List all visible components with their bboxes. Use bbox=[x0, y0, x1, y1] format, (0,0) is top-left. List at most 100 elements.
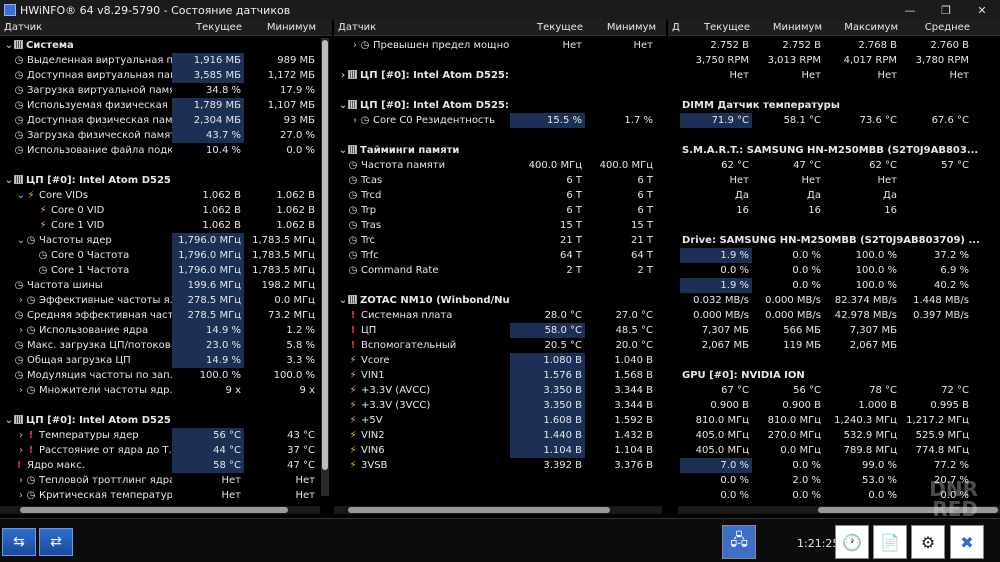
header-sensor[interactable]: Д bbox=[672, 22, 680, 33]
sensor-row[interactable]: ⚡ VIN2 1.440 В 1.432 В bbox=[334, 428, 666, 443]
sensor-row[interactable]: › ◷ Множители частоты ядр... 9 x 9 x bbox=[0, 383, 332, 398]
chevron-down-icon[interactable]: ⌄ bbox=[4, 175, 14, 186]
header-average[interactable]: Среднее bbox=[924, 22, 970, 33]
header-sensor[interactable]: Датчик bbox=[4, 22, 43, 33]
sensor-group-row[interactable]: ⌄ Тайминги памяти bbox=[334, 143, 666, 158]
chevron-right-icon[interactable]: › bbox=[353, 40, 357, 51]
sensor-row[interactable]: ›! Температуры ядер 56 °C 43 °C bbox=[0, 428, 332, 443]
sensor-row[interactable]: ◷Доступная физическая памя...2,304 МБ 93 … bbox=[0, 113, 332, 128]
sensor-row[interactable]: ◷ Command Rate 2 T 2 T bbox=[334, 263, 666, 278]
sensor-row[interactable]: 7,307 МБ 566 МБ 7,307 МБ bbox=[668, 323, 1000, 338]
sensor-row[interactable]: ⚡ +3.3V (AVCC) 3.350 В 3.344 В bbox=[334, 383, 666, 398]
sensor-row[interactable]: 1.9 % 0.0 % 100.0 % 37.2 % bbox=[668, 248, 1000, 263]
sensor-row[interactable]: ⌄ ⚡ Core VIDs 1.062 В 1.062 В bbox=[0, 188, 332, 203]
sensor-row[interactable]: ◷ Tcas 6 T 6 T bbox=[334, 173, 666, 188]
sensor-row[interactable]: 7.0 % 0.0 % 99.0 % 77.2 % bbox=[668, 458, 1000, 473]
sensor-row[interactable]: 0.0 % 2.0 % 53.0 % 20.7 % bbox=[668, 473, 1000, 488]
sensor-row[interactable]: 810.0 МГц 810.0 МГц 1,240.3 МГц 1,217.2 МГц bbox=[668, 413, 1000, 428]
header-minimum[interactable]: Минимум bbox=[266, 22, 316, 33]
sensor-group-row[interactable]: ⌄ ЦП [#0]: Intel Atom D525 bbox=[0, 173, 332, 188]
sensor-row[interactable]: Нет Нет Нет bbox=[668, 173, 1000, 188]
horizontal-scrollbar[interactable] bbox=[0, 506, 320, 514]
sensor-row[interactable]: ◷ Использование файла подк... 10.4 % 0.0 % bbox=[0, 143, 332, 158]
chevron-right-icon[interactable]: › bbox=[19, 490, 23, 501]
header-current[interactable]: Текущее bbox=[704, 22, 750, 33]
sensor-row[interactable]: 2,067 МБ 119 МБ 2,067 МБ bbox=[668, 338, 1000, 353]
sensor-group-row[interactable]: ⌄ Система bbox=[0, 38, 332, 53]
scrollbar-thumb[interactable] bbox=[348, 507, 610, 513]
sensor-group-row[interactable]: ⌄ ЦП [#0]: Intel Atom D525: C-State Резид… bbox=[334, 98, 666, 113]
sensor-row[interactable]: ! Вспомогательный 20.5 °C 20.0 °C bbox=[334, 338, 666, 353]
chevron-down-icon[interactable]: ⌄ bbox=[4, 415, 14, 426]
sensor-row[interactable]: 0.032 MB/s 0.000 MB/s 82.374 MB/s 1.448 MB/… bbox=[668, 293, 1000, 308]
sensor-row[interactable]: 3,750 RPM 3,013 RPM 4,017 RPM 3,780 RPM bbox=[668, 53, 1000, 68]
header-minimum[interactable]: Минимум bbox=[606, 22, 656, 33]
chevron-right-icon[interactable]: › bbox=[19, 475, 23, 486]
sensor-row[interactable]: ◷ Средняя эффективная част... 278.5 МГц 73.… bbox=[0, 308, 332, 323]
chevron-down-icon[interactable]: ⌄ bbox=[338, 145, 348, 156]
horizontal-scrollbar[interactable] bbox=[334, 506, 662, 514]
sensor-row[interactable]: ◷ Tras 15 T 15 T bbox=[334, 218, 666, 233]
sensor-row[interactable]: ⚡ 3VSB 3.392 В 3.376 В bbox=[334, 458, 666, 473]
chevron-down-icon[interactable]: ⌄ bbox=[338, 100, 348, 111]
sensor-row[interactable]: ◷ Загрузка виртуальной памя... 34.8 % 17.9 … bbox=[0, 83, 332, 98]
sensor-row[interactable]: ◷ Core 0 Частота 1,796.0 МГц 1,783.5 МГц bbox=[0, 248, 332, 263]
chevron-right-icon[interactable]: › bbox=[19, 325, 23, 336]
close-sensors-button[interactable]: ✖ bbox=[950, 525, 984, 559]
chevron-right-icon[interactable]: › bbox=[19, 445, 23, 456]
sensor-row[interactable]: ⚡ VIN6 1.104 В 1.104 В bbox=[334, 443, 666, 458]
header-minimum[interactable]: Минимум bbox=[772, 22, 822, 33]
sensor-row[interactable]: 405.0 МГц 270.0 МГц 532.9 МГц 525.9 МГц bbox=[668, 428, 1000, 443]
chevron-down-icon[interactable]: ⌄ bbox=[16, 190, 26, 201]
sensor-row[interactable]: › ◷ Тепловой троттлинг ядра Нет Нет bbox=[0, 473, 332, 488]
scrollbar-thumb[interactable] bbox=[322, 40, 328, 470]
sensor-row[interactable]: ⚡ Core 1 VID 1.062 В 1.062 В bbox=[0, 218, 332, 233]
maximize-button[interactable]: ❐ bbox=[941, 3, 951, 17]
chevron-down-icon[interactable]: ⌄ bbox=[4, 40, 14, 51]
sensor-row[interactable]: ◷ Используемая физическая ... 1,789 МБ 1,10… bbox=[0, 98, 332, 113]
expand-arrows-button[interactable]: ⇆ bbox=[2, 528, 36, 556]
sensor-row[interactable]: 62 °C 47 °C 62 °C 57 °C bbox=[668, 158, 1000, 173]
close-button[interactable]: ✕ bbox=[977, 3, 987, 17]
logging-button[interactable]: 📄 bbox=[873, 525, 907, 559]
sensor-group-row[interactable]: ⌄ ZOTAC NM10 (Winbond/Nuvoton W83667HG) bbox=[334, 293, 666, 308]
sensor-row[interactable]: Да Да Да bbox=[668, 188, 1000, 203]
chevron-right-icon[interactable]: › bbox=[340, 70, 346, 81]
sensor-row[interactable]: 0.000 MB/s 0.000 MB/s 42.978 MB/s 0.397 MB/… bbox=[668, 308, 1000, 323]
sensor-row[interactable]: 405.0 МГц 0.0 МГц 789.8 МГц 774.8 МГц bbox=[668, 443, 1000, 458]
sensor-row[interactable]: ›! Расстояние от ядра до Т... 44 °C 37 °C bbox=[0, 443, 332, 458]
sensor-row[interactable]: 1.9 % 0.0 % 100.0 % 40.2 % bbox=[668, 278, 1000, 293]
sensor-row[interactable]: › ◷ Критическая температур... Нет Нет bbox=[0, 488, 332, 503]
sensor-row[interactable]: ! Системная плата 28.0 °C 27.0 °C bbox=[334, 308, 666, 323]
chevron-down-icon[interactable]: ⌄ bbox=[338, 295, 348, 306]
sensor-row[interactable]: ◷ Общая загрузка ЦП 14.9 % 3.3 % bbox=[0, 353, 332, 368]
sensor-row[interactable]: ⚡ +3.3V (3VCC) 3.350 В 3.344 В bbox=[334, 398, 666, 413]
scrollbar-thumb[interactable] bbox=[20, 507, 288, 513]
sensor-row[interactable]: › ◷ Превышен предел мощно... Нет Нет bbox=[334, 38, 666, 53]
sensor-row[interactable]: ◷ Trp 6 T 6 T bbox=[334, 203, 666, 218]
sensor-row[interactable]: 67 °C 56 °C 78 °C 72 °C bbox=[668, 383, 1000, 398]
header-sensor[interactable]: Датчик bbox=[338, 22, 377, 33]
sensor-row[interactable]: ◷ Частота памяти 400.0 МГц 400.0 МГц bbox=[334, 158, 666, 173]
header-maximum[interactable]: Максимум bbox=[844, 22, 898, 33]
header-current[interactable]: Текущее bbox=[196, 22, 242, 33]
sensor-row[interactable]: › ◷ Эффективные частоты я... 278.5 МГц 0.0 М… bbox=[0, 293, 332, 308]
sensor-row[interactable]: 0.0 % 0.0 % 100.0 % 6.9 % bbox=[668, 263, 1000, 278]
sensor-group-row[interactable]: DIMM Датчик температуры bbox=[668, 98, 1000, 113]
sensor-row[interactable]: ◷ Загрузка физической памяти 43.7 % 27.0 % bbox=[0, 128, 332, 143]
scrollbar-thumb[interactable] bbox=[818, 507, 998, 513]
sensor-row[interactable]: ◷ Частота шины 199.6 МГц 198.2 МГц bbox=[0, 278, 332, 293]
sensor-row[interactable]: ◷Доступная виртуальная памя...3,585 МБ 1,… bbox=[0, 68, 332, 83]
chevron-right-icon[interactable]: › bbox=[353, 115, 357, 126]
sensor-row[interactable]: › ◷ Core C0 Резидентность 15.5 % 1.7 % bbox=[334, 113, 666, 128]
chevron-down-icon[interactable]: ⌄ bbox=[16, 235, 26, 246]
sensor-row[interactable]: ◷ Модуляция частоты по зап... 100.0 % 100.0… bbox=[0, 368, 332, 383]
sensor-row[interactable]: 0.900 В 0.900 В 1.000 В 0.995 В bbox=[668, 398, 1000, 413]
minimize-button[interactable]: — bbox=[904, 3, 916, 17]
chevron-right-icon[interactable]: › bbox=[19, 385, 23, 396]
sensor-row[interactable]: ◷ Trc 21 T 21 T bbox=[334, 233, 666, 248]
collapse-arrows-button[interactable]: ⇄ bbox=[39, 528, 73, 556]
sensor-row[interactable]: ⚡ Vcore 1.080 В 1.040 В bbox=[334, 353, 666, 368]
sensor-row[interactable]: ◷Выделенная виртуальная пам...1,916 МБ 98… bbox=[0, 53, 332, 68]
vertical-scrollbar[interactable] bbox=[321, 38, 329, 496]
